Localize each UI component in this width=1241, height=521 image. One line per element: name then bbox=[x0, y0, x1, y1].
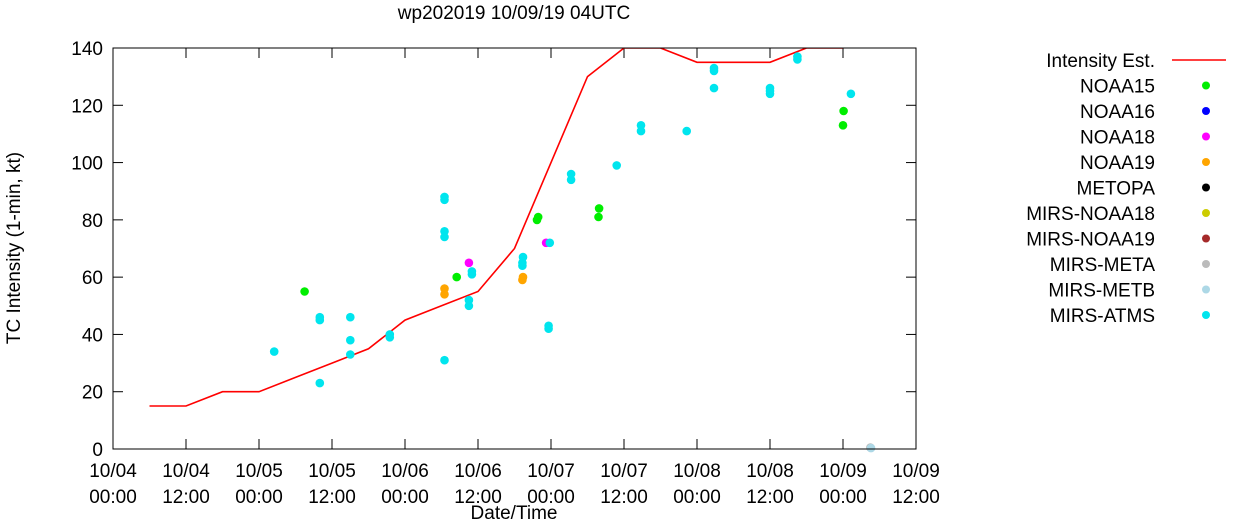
point-mirs-atms bbox=[709, 63, 719, 73]
point-noaa15 bbox=[533, 212, 543, 222]
legend-swatch-mirs-metb bbox=[1202, 285, 1210, 294]
point-mirs-atms bbox=[846, 89, 856, 99]
point-mirs-atms bbox=[765, 83, 775, 93]
x-tick-label-date: 10/04 bbox=[162, 461, 210, 482]
x-tick-label-time: 12:00 bbox=[454, 487, 502, 508]
point-mirs-atms bbox=[464, 295, 474, 305]
point-mirs-atms bbox=[440, 355, 449, 365]
point-mirs-atms bbox=[636, 121, 646, 130]
point-mirs-atms bbox=[682, 126, 691, 136]
legend-swatch-noaa15 bbox=[1202, 81, 1210, 90]
point-noaa15 bbox=[839, 106, 848, 116]
point-mirs-atms bbox=[793, 52, 802, 61]
legend-swatch-noaa18 bbox=[1202, 132, 1210, 141]
x-tick-label-time: 12:00 bbox=[746, 487, 794, 508]
legend-swatch-mirs-noaa19 bbox=[1202, 234, 1210, 243]
x-tick-label-date: 10/08 bbox=[673, 461, 721, 482]
y-tick-label: 60 bbox=[82, 268, 103, 289]
point-mirs-atms bbox=[544, 321, 553, 331]
chart-title: wp202019 10/09/19 04UTC bbox=[397, 3, 630, 24]
legend-label-noaa19: NOAA19 bbox=[1080, 153, 1155, 174]
point-mirs-atms bbox=[467, 267, 477, 276]
point-noaa15 bbox=[838, 121, 848, 130]
point-mirs-atms bbox=[346, 312, 355, 322]
x-tick-label-time: 00:00 bbox=[673, 487, 721, 508]
legend-swatch-mirs-atms bbox=[1202, 311, 1210, 319]
legend-swatch-noaa19 bbox=[1202, 158, 1210, 166]
y-tick-label: 20 bbox=[82, 383, 103, 404]
scatter-points bbox=[269, 52, 876, 453]
point-mirs-atms bbox=[385, 330, 395, 339]
legend-label-mirs-noaa19: MIRS-NOAA19 bbox=[1026, 230, 1155, 251]
legend-label-metopa: METOPA bbox=[1077, 179, 1156, 200]
x-tick-label-date: 10/06 bbox=[381, 461, 429, 482]
x-tick-label-date: 10/04 bbox=[89, 461, 137, 482]
x-tick-label-time: 00:00 bbox=[527, 487, 575, 508]
point-mirs-atms bbox=[346, 335, 355, 345]
x-tick-label-time: 12:00 bbox=[162, 487, 210, 508]
x-tick-label-date: 10/09 bbox=[892, 461, 940, 482]
point-mirs-atms bbox=[518, 252, 528, 262]
legend-label-mirs-metb: MIRS-METB bbox=[1048, 281, 1155, 302]
legend-label-noaa15: NOAA15 bbox=[1080, 77, 1155, 98]
point-noaa15 bbox=[452, 272, 462, 282]
x-tick-label-date: 10/05 bbox=[235, 461, 283, 482]
intensity-line bbox=[149, 48, 843, 407]
point-mirs-atms bbox=[709, 83, 719, 93]
point-mirs-atms bbox=[346, 350, 355, 359]
legend-swatch-noaa16 bbox=[1202, 107, 1210, 115]
point-mirs-atms bbox=[545, 238, 555, 248]
x-tick-label-time: 12:00 bbox=[600, 487, 648, 508]
legend-label-noaa16: NOAA16 bbox=[1080, 102, 1155, 123]
point-mirs-atms bbox=[315, 378, 325, 388]
legend-label-mirs-noaa18: MIRS-NOAA18 bbox=[1026, 204, 1155, 225]
point-noaa19 bbox=[440, 284, 449, 293]
x-tick-label-time: 00:00 bbox=[381, 487, 429, 508]
point-noaa18 bbox=[464, 258, 474, 268]
y-tick-label: 0 bbox=[92, 440, 103, 461]
x-tick-label-time: 12:00 bbox=[308, 487, 356, 508]
point-noaa15 bbox=[594, 204, 604, 213]
x-tick-label-date: 10/07 bbox=[527, 461, 575, 482]
legend-label-mirs-meta: MIRS-META bbox=[1050, 255, 1156, 276]
x-tick-label-time: 00:00 bbox=[89, 487, 137, 508]
y-axis-label: TC Intensity (1-min, kt) bbox=[4, 152, 25, 344]
legend-swatch-metopa bbox=[1202, 183, 1210, 192]
y-tick-label: 40 bbox=[82, 325, 103, 346]
x-tick-label-time: 12:00 bbox=[892, 487, 940, 508]
y-tick-label: 120 bbox=[71, 96, 103, 117]
legend-swatch-mirs-meta bbox=[1202, 260, 1210, 268]
x-tick-label-date: 10/08 bbox=[746, 461, 794, 482]
y-tick-label: 100 bbox=[71, 154, 103, 175]
point-mirs-atms bbox=[269, 347, 279, 356]
plot-frame bbox=[112, 47, 917, 450]
point-noaa15 bbox=[594, 212, 603, 222]
x-tick-label-time: 00:00 bbox=[235, 487, 283, 508]
legend-label-intensity-est: Intensity Est. bbox=[1046, 51, 1155, 72]
legend-swatch-mirs-noaa18 bbox=[1202, 209, 1210, 217]
point-mirs-atms bbox=[566, 169, 576, 179]
y-tick-label: 140 bbox=[71, 39, 103, 60]
axis-ticks: 0 20 40 60 80 100 120 140 10/04 00:00 10/04 12:00 10… bbox=[71, 39, 939, 508]
point-mirs-atms bbox=[440, 227, 449, 236]
point-mirs-metb bbox=[866, 443, 876, 453]
x-tick-label-date: 10/09 bbox=[819, 461, 867, 482]
x-axis-label: Date/Time bbox=[471, 503, 558, 521]
point-noaa19 bbox=[518, 272, 528, 282]
point-mirs-atms bbox=[315, 312, 325, 322]
x-tick-label-date: 10/05 bbox=[308, 461, 356, 482]
point-noaa15 bbox=[300, 287, 309, 296]
legend: Intensity Est. NOAA15 NOAA16 NOAA18 NOAA19 ME… bbox=[1026, 51, 1226, 327]
legend-label-noaa18: NOAA18 bbox=[1080, 128, 1155, 149]
point-mirs-atms bbox=[612, 161, 621, 170]
legend-label-mirs-atms: MIRS-ATMS bbox=[1050, 306, 1155, 327]
x-tick-label-date: 10/06 bbox=[454, 461, 502, 482]
x-tick-label-time: 00:00 bbox=[819, 487, 867, 508]
point-mirs-atms bbox=[440, 192, 449, 202]
x-tick-label-date: 10/07 bbox=[600, 461, 648, 482]
intensity-est-line bbox=[149, 48, 843, 407]
y-tick-label: 80 bbox=[82, 211, 103, 232]
